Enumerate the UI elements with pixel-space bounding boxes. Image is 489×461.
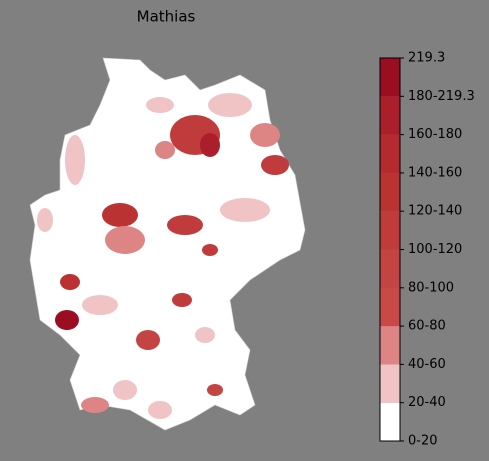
colorbar-segment [380, 58, 400, 97]
country-outline [29, 57, 306, 431]
colorbar-segment [380, 211, 400, 250]
colorbar-label: 20-40 [408, 395, 446, 410]
colorbar-segment [380, 326, 400, 365]
colorbar-label: 0-20 [408, 434, 438, 449]
district [37, 208, 53, 232]
colorbar-segment [380, 364, 400, 403]
district [65, 135, 85, 185]
district [250, 123, 280, 147]
colorbar-label: 180-219.3 [408, 89, 475, 104]
colorbar-label: 40-60 [408, 357, 446, 372]
colorbar-label: 80-100 [408, 280, 454, 295]
colorbar-segment [380, 172, 400, 212]
colorbar-label: 120-140 [408, 204, 462, 219]
district [60, 274, 80, 290]
colorbar-segment [380, 96, 400, 135]
district [82, 295, 118, 315]
district [55, 310, 79, 330]
district [207, 384, 223, 396]
colorbar-label: 140-160 [408, 165, 462, 180]
district [220, 198, 270, 222]
colorbar-segment [380, 249, 400, 288]
district [81, 397, 109, 413]
district [208, 93, 252, 117]
colorbar-label: 219.3 [408, 51, 445, 66]
district [148, 401, 172, 419]
district [136, 330, 160, 350]
district [105, 226, 145, 254]
colorbar-label: 60-80 [408, 319, 446, 334]
district [200, 133, 220, 157]
colorbar-segment [380, 287, 400, 327]
map-title: Mathias [137, 8, 196, 26]
district [155, 141, 175, 159]
district [202, 244, 218, 256]
colorbar-segment [380, 402, 400, 441]
district [102, 203, 138, 227]
district [113, 380, 137, 400]
germany-map [29, 57, 306, 431]
district [261, 155, 289, 175]
district [167, 215, 203, 235]
district [172, 293, 192, 307]
colorbar-label: 100-120 [408, 242, 462, 257]
colorbar-label: 160-180 [408, 127, 462, 142]
colorbar-segment [380, 134, 400, 173]
district [146, 97, 174, 113]
districts [37, 93, 289, 419]
district [195, 327, 215, 343]
